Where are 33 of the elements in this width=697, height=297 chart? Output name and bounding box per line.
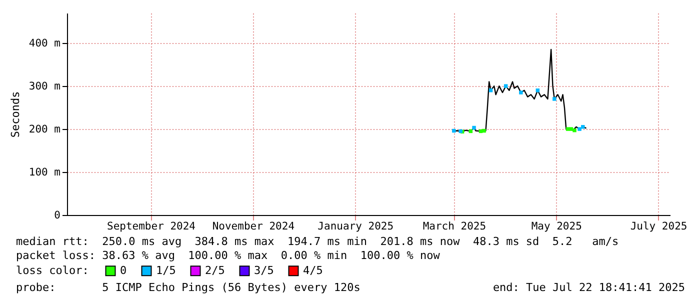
legend-label: 3/5 (254, 264, 274, 277)
legend-title: loss color: (16, 264, 89, 277)
text: median rtt: 250.0 ms avg 384.8 ms max 194.7 ms min 201.8 ms now 48.3 ms sd 5.2 am/s (16, 235, 619, 248)
point (552, 97, 556, 101)
legend-label: 0 (120, 264, 127, 277)
y-tick-label: 200 m (28, 124, 60, 136)
x-tick-label: November 2024 (212, 220, 295, 232)
y-tick-label: 400 m (28, 38, 60, 50)
text: end: Tue Jul 22 18:41:41 2025 (492, 281, 685, 294)
y-axis-title: Seconds (8, 91, 22, 138)
legend-label: 1/5 (156, 264, 176, 277)
x-tick-label: July 2025 (630, 220, 688, 232)
point (482, 128, 486, 133)
y-tick-label: 100 m (28, 166, 60, 179)
x-tick-label: January 2025 (318, 220, 394, 232)
point (452, 128, 456, 133)
text: packet loss: 38.63 % avg 100.00 % max 0.00 % min 100.00 % now (16, 249, 440, 262)
text: probe: 5 ICMP Echo Pings (56 Bytes) every 120s (16, 281, 360, 294)
y-tick-label: 300 m (28, 80, 60, 93)
point (504, 84, 508, 88)
point (566, 127, 570, 131)
point (578, 127, 582, 131)
legend-label: 4/5 (303, 264, 323, 277)
point (572, 128, 576, 132)
point (519, 90, 523, 94)
point (472, 126, 476, 130)
point (581, 125, 585, 129)
x-tick-label: September 2024 (106, 220, 196, 232)
legend-label: 2/5 (205, 264, 225, 277)
y-tick-label: 0 (54, 210, 60, 222)
x-tick-label: March 2025 (422, 220, 486, 232)
point (569, 127, 574, 131)
x-tick-label: May 2025 (531, 220, 582, 232)
